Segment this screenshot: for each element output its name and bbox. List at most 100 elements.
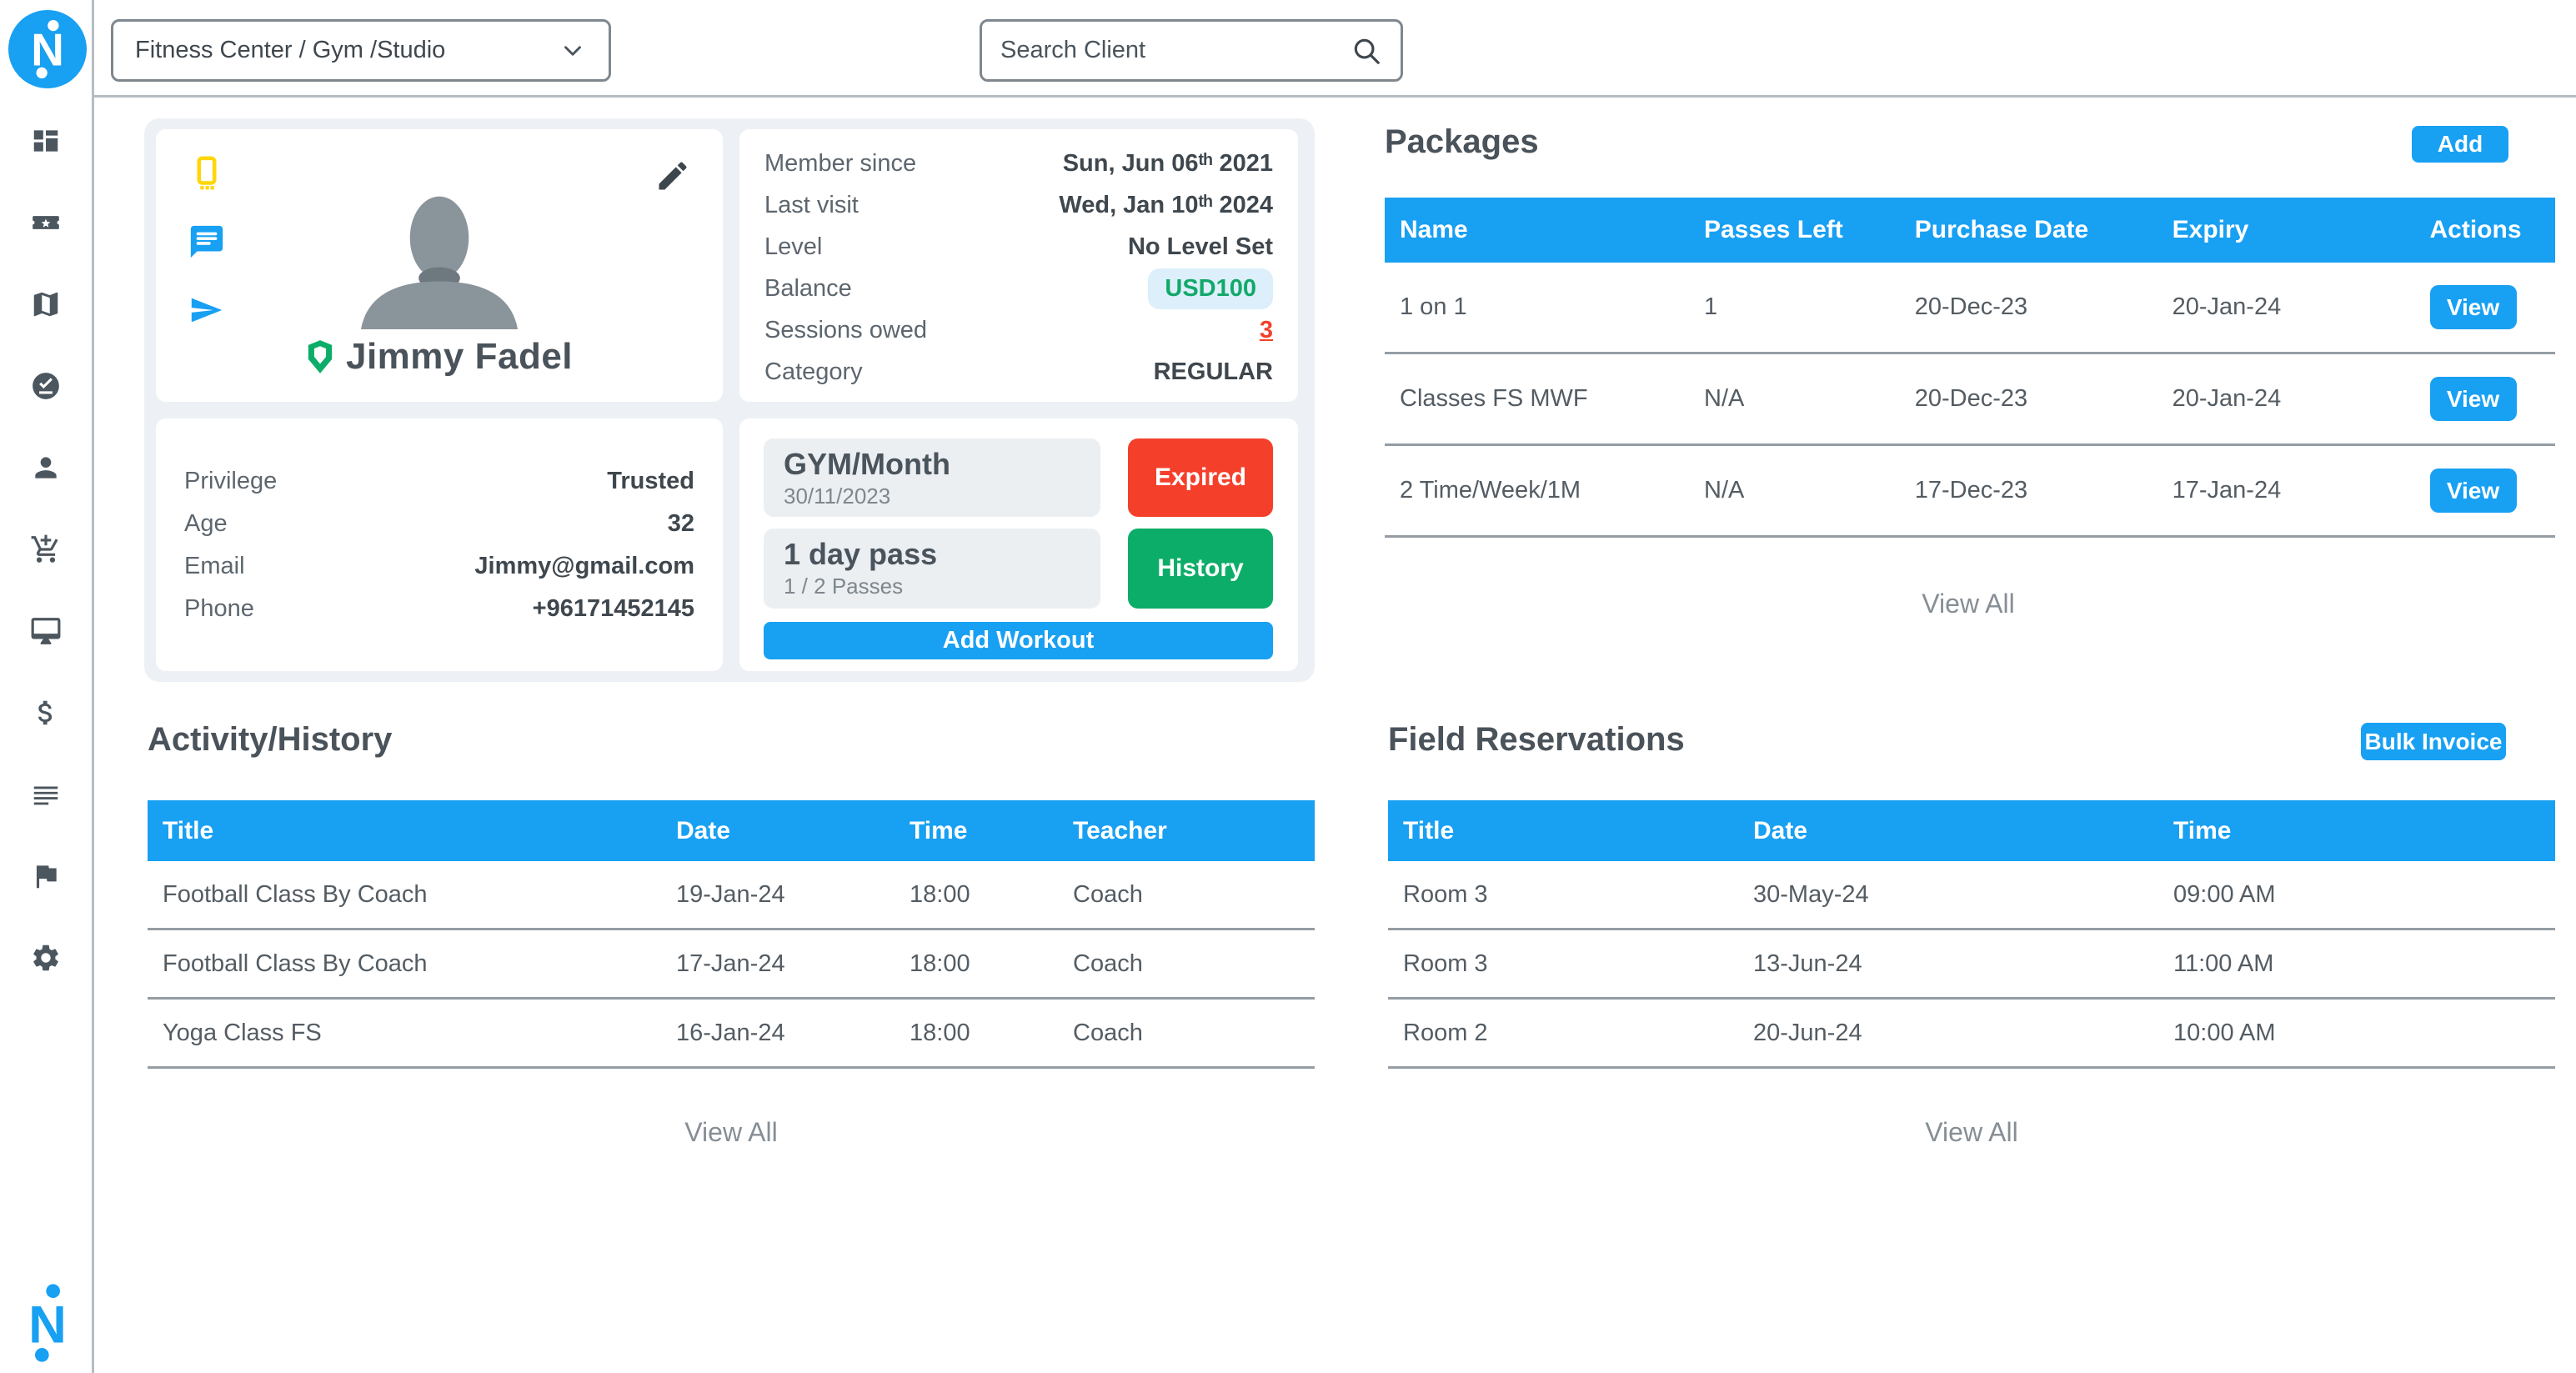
top-bar: Fitness Center / Gym /Studio: [94, 0, 2576, 98]
reservation-date: 30-May-24: [1753, 880, 1869, 908]
activity-row-time: 18:00: [910, 1019, 970, 1046]
package-expiry: 20-Jan-24: [2172, 385, 2282, 412]
table-row: 1 on 1 1 20-Dec-23 20-Jan-24 View: [1385, 263, 2555, 354]
package-expiry: 20-Jan-24: [2172, 293, 2282, 320]
edit-pencil-icon[interactable]: [654, 158, 691, 194]
balance-label: Balance: [764, 274, 852, 302]
subscription-title: GYM/Month: [784, 447, 950, 481]
search-input[interactable]: [1000, 37, 1351, 64]
sidebar-item-checkin[interactable]: [28, 368, 64, 404]
gear-icon: [33, 945, 58, 971]
location-selector-value: Fitness Center / Gym /Studio: [135, 37, 446, 63]
subscriptions-card: GYM/Month 30/11/2023 Expired 1 day pass …: [739, 418, 1298, 671]
phone-label: Phone: [184, 594, 254, 622]
table-row: Classes FS MWF N/A 20-Dec-23 20-Jan-24 V…: [1385, 354, 2555, 446]
sidebar-nav: [0, 123, 92, 976]
app-logo[interactable]: N: [8, 10, 87, 88]
reservation-room: Room 3: [1403, 950, 1488, 977]
flag-icon: [36, 865, 57, 889]
package-name: 2 Time/Week/1M: [1400, 477, 1581, 504]
add-package-button[interactable]: Add: [2412, 126, 2508, 163]
sidebar: N: [0, 0, 94, 1373]
column-header: Actions: [2429, 216, 2522, 243]
table-row: Room 3 30-May-24 09:00 AM: [1388, 861, 2555, 930]
activity-table: Title Date Time Teacher Football Class B…: [148, 800, 1315, 1069]
reservation-room: Room 2: [1403, 1019, 1488, 1046]
packages-view-all[interactable]: View All: [1922, 589, 2015, 619]
activity-row-time: 18:00: [910, 880, 970, 908]
reservation-time: 09:00 AM: [2173, 880, 2276, 908]
package-purchase-date: 20-Dec-23: [1914, 293, 2028, 320]
chevron-down-icon: [564, 45, 581, 56]
column-header: Date: [1753, 816, 1808, 844]
activity-row-teacher: Coach: [1073, 880, 1143, 908]
column-header: Passes Left: [1704, 216, 1843, 243]
activity-row-teacher: Coach: [1073, 1019, 1143, 1046]
transfer-icon[interactable]: [188, 291, 226, 329]
activity-row-title: Yoga Class FS: [163, 1019, 322, 1046]
balance-badge: USD100: [1148, 268, 1273, 309]
search-icon[interactable]: [1351, 35, 1382, 67]
phone-icon[interactable]: [188, 154, 226, 193]
column-header: Date: [676, 816, 731, 844]
column-header: Title: [1403, 816, 1455, 844]
map-icon: [33, 292, 58, 317]
level-value: No Level Set: [1127, 233, 1273, 260]
package-expiry: 17-Jan-24: [2172, 477, 2282, 504]
sidebar-item-membership[interactable]: [28, 204, 64, 241]
sidebar-item-dashboard[interactable]: [28, 123, 64, 159]
svg-text:N: N: [28, 1295, 67, 1354]
activity-view-all[interactable]: View All: [684, 1117, 778, 1147]
history-button[interactable]: History: [1128, 529, 1273, 609]
table-row: 2 Time/Week/1M N/A 17-Dec-23 17-Jan-24 V…: [1385, 446, 2555, 538]
chat-icon[interactable]: [188, 223, 226, 261]
sidebar-item-map[interactable]: [28, 286, 64, 323]
client-photo-card: Jimmy Fadel: [156, 129, 723, 402]
add-workout-button[interactable]: Add Workout: [764, 622, 1273, 659]
location-selector[interactable]: Fitness Center / Gym /Studio: [111, 19, 611, 82]
reservations-view-all[interactable]: View All: [1925, 1117, 2018, 1147]
category-row: Category REGULAR: [764, 351, 1273, 393]
packages-title: Packages: [1385, 123, 1539, 160]
view-package-button[interactable]: View: [2429, 377, 2517, 421]
package-passes-left: N/A: [1704, 477, 1745, 504]
sidebar-item-shop[interactable]: [28, 531, 64, 568]
svg-text:N: N: [31, 24, 64, 76]
view-package-button[interactable]: View: [2429, 285, 2517, 329]
view-package-button[interactable]: View: [2429, 469, 2517, 513]
client-name: Jimmy Fadel: [345, 336, 574, 377]
expired-button[interactable]: Expired: [1128, 438, 1273, 517]
sidebar-item-finance[interactable]: [28, 694, 64, 731]
level-row: Level No Level Set: [764, 226, 1273, 268]
column-header: Title: [163, 816, 214, 844]
category-value: REGULAR: [1153, 358, 1273, 385]
activity-table-header: Title Date Time Teacher: [148, 800, 1315, 861]
reservations-table: Title Date Time Room 3 30-May-24 09:00 A…: [1388, 800, 2555, 1069]
sessions-owed-link[interactable]: 3: [1259, 316, 1273, 343]
sidebar-item-reports[interactable]: [28, 776, 64, 813]
level-label: Level: [764, 233, 823, 260]
member-since-label: Member since: [764, 149, 917, 177]
package-passes-left: N/A: [1704, 385, 1745, 412]
bulk-invoice-button[interactable]: Bulk Invoice: [2361, 723, 2506, 760]
contact-details-card: Privilege Trusted Age 32 Email Jimmy@gma…: [156, 418, 723, 671]
sidebar-item-settings[interactable]: [28, 940, 64, 976]
sidebar-item-flags[interactable]: [28, 858, 64, 894]
subscription-title: 1 day pass: [784, 537, 938, 571]
sessions-owed-label: Sessions owed: [764, 316, 928, 343]
last-visit-row: Last visit Wed, Jan 10ᵗʰ 2024: [764, 184, 1273, 226]
table-row: Yoga Class FS 16-Jan-24 18:00 Coach: [148, 1000, 1315, 1069]
subscription-item: 1 day pass 1 / 2 Passes: [764, 529, 1100, 609]
person-icon: [35, 457, 57, 479]
activity-row-date: 16-Jan-24: [676, 1019, 785, 1046]
column-header: Teacher: [1073, 816, 1167, 844]
member-since-row: Member since Sun, Jun 06ᵗʰ 2021: [764, 143, 1273, 184]
activity-row-time: 18:00: [910, 950, 970, 977]
sidebar-item-clients[interactable]: [28, 449, 64, 486]
table-row: Football Class By Coach 19-Jan-24 18:00 …: [148, 861, 1315, 930]
age-value: 32: [667, 509, 694, 537]
dollar-icon: [38, 700, 53, 725]
age-label: Age: [184, 509, 228, 537]
sidebar-item-frontdesk[interactable]: [28, 613, 64, 649]
reservations-table-header: Title Date Time: [1388, 800, 2555, 861]
